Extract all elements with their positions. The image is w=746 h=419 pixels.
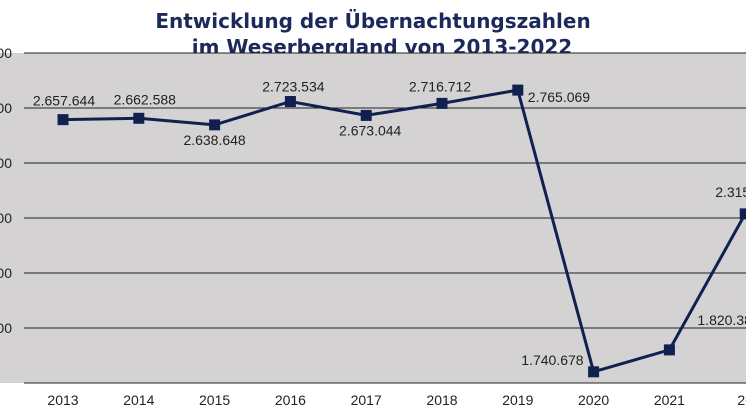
data-point-marker xyxy=(436,97,448,109)
data-label: 1.740.678 xyxy=(521,352,583,368)
x-tick-label: 20 xyxy=(737,392,746,408)
series-line xyxy=(62,88,746,374)
x-tick-label: 2014 xyxy=(123,392,154,408)
data-point-marker xyxy=(588,366,600,378)
data-label: 2.673.044 xyxy=(339,122,401,138)
y-tick-label: ,000 xyxy=(0,265,12,281)
data-point-marker xyxy=(360,109,372,121)
data-label: 2.765.069 xyxy=(528,89,590,105)
y-tick-label: ,000 xyxy=(0,320,12,336)
x-tick-label: 2019 xyxy=(502,392,533,408)
data-point-marker xyxy=(739,208,746,220)
data-label: 2.638.648 xyxy=(183,132,245,148)
y-tick-label: ,000 xyxy=(0,45,12,61)
data-point-marker xyxy=(663,344,675,356)
data-point-marker xyxy=(57,114,69,126)
x-tick-label: 2015 xyxy=(199,392,230,408)
data-label: 2.315 xyxy=(715,184,746,200)
x-tick-label: 2017 xyxy=(351,392,382,408)
data-label: 2.716.712 xyxy=(409,78,471,94)
x-tick-label: 2020 xyxy=(578,392,609,408)
chart-title-line1: Entwicklung der Übernachtungszahlen xyxy=(155,9,591,33)
y-tick-label: ,000 xyxy=(0,210,12,226)
data-label: 1.820.38 xyxy=(697,312,746,328)
data-point-marker xyxy=(209,119,221,131)
data-label: 2.657.644 xyxy=(33,93,95,109)
data-label: 2.662.588 xyxy=(114,91,176,107)
x-tick-label: 2021 xyxy=(654,392,685,408)
x-tick-label: 2018 xyxy=(426,392,457,408)
x-tick-label: 2016 xyxy=(275,392,306,408)
data-label: 2.723.534 xyxy=(262,79,324,95)
y-tick-label: ,000 xyxy=(0,100,12,116)
chart-title: Entwicklung der Übernachtungszahlen im W… xyxy=(0,8,746,60)
x-tick-label: 2013 xyxy=(47,392,78,408)
data-point-marker xyxy=(133,112,145,124)
y-tick-label: ,000 xyxy=(0,155,12,171)
data-point-marker xyxy=(512,84,524,96)
data-point-marker xyxy=(284,96,296,108)
